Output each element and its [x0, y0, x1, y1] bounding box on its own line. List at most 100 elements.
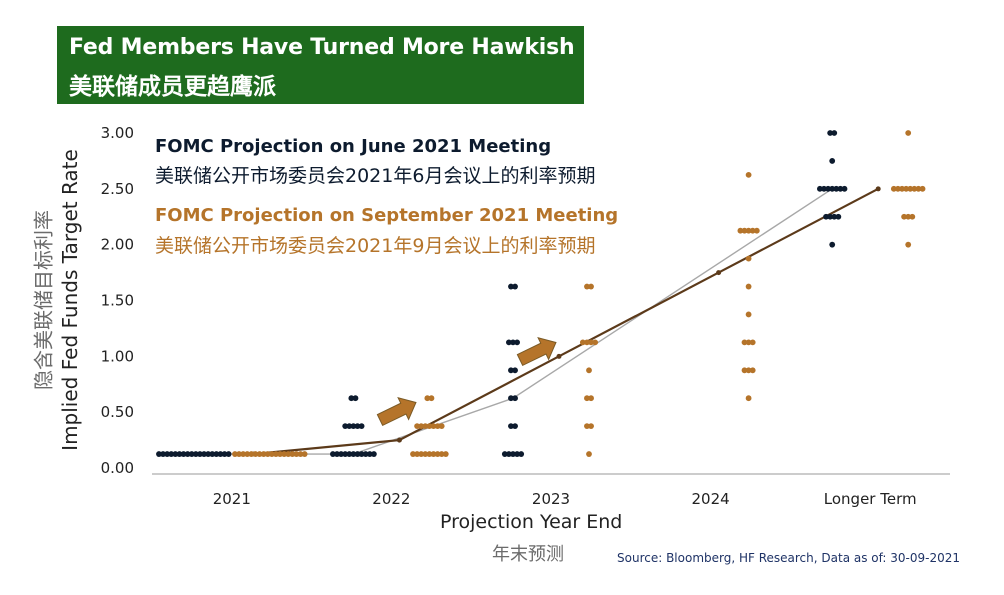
dot	[438, 423, 445, 430]
dot	[197, 451, 203, 457]
dot	[907, 185, 914, 192]
dot	[438, 451, 445, 457]
sept-median-line	[253, 187, 879, 456]
dot	[426, 451, 433, 457]
dot	[434, 451, 441, 457]
sept-median-marker	[396, 437, 402, 443]
dot	[831, 213, 838, 220]
dot	[426, 423, 433, 430]
y-tick-label: 3.00	[101, 124, 134, 142]
dot	[418, 423, 425, 430]
dot	[201, 451, 207, 457]
dot	[422, 423, 429, 430]
dot	[156, 451, 162, 457]
dot	[745, 227, 752, 234]
dot	[745, 367, 752, 374]
dot	[277, 451, 283, 457]
dot	[829, 185, 836, 192]
dots	[156, 130, 926, 457]
dot	[510, 339, 516, 346]
dot	[348, 395, 355, 402]
dot	[172, 451, 179, 457]
dot	[188, 451, 195, 457]
dot	[745, 283, 752, 290]
dot	[512, 367, 518, 374]
y-axis-label-english: Implied Fed Funds Target Rate	[58, 149, 82, 451]
legend-text: FOMC Projection on September 2021 Meetin…	[155, 205, 618, 226]
dot	[428, 395, 435, 402]
sept-median-marker	[716, 270, 722, 276]
x-tick-label: 2021	[213, 490, 251, 508]
dot	[160, 451, 166, 457]
dot	[260, 451, 267, 457]
dot	[285, 451, 292, 457]
dot	[837, 185, 844, 192]
dot	[512, 283, 518, 290]
dot	[354, 451, 361, 457]
dot	[213, 451, 220, 457]
dot	[248, 451, 255, 457]
dot	[584, 423, 590, 430]
dot	[358, 451, 365, 457]
dot	[273, 451, 279, 457]
dot	[737, 227, 744, 234]
y-tick-label: 2.00	[101, 236, 134, 254]
dot	[501, 451, 508, 457]
dot	[745, 339, 752, 346]
dot	[741, 339, 748, 346]
dot	[584, 395, 590, 402]
dot	[240, 451, 247, 457]
dot	[366, 451, 373, 457]
dot	[510, 451, 516, 457]
y-tick-label: 1.00	[101, 347, 134, 365]
y-axis-label-chinese: 隐含美联储目标利率	[31, 210, 56, 390]
dot	[905, 241, 912, 248]
dot	[829, 241, 836, 248]
dot	[192, 451, 199, 457]
dot	[371, 451, 377, 457]
dot	[506, 339, 512, 346]
dot	[741, 227, 748, 234]
dot	[833, 185, 840, 192]
x-tick-label: 2022	[372, 490, 410, 508]
dot	[346, 423, 353, 430]
dot	[225, 451, 232, 457]
y-tick-label: 0.00	[101, 459, 134, 477]
dot	[352, 395, 359, 402]
title-chinese: 美联储成员更趋鹰派	[69, 74, 276, 100]
dot	[514, 451, 520, 457]
dot	[919, 185, 926, 192]
dot	[584, 339, 590, 346]
dot	[827, 130, 834, 136]
dot	[518, 451, 525, 457]
dot	[422, 451, 429, 457]
dot	[180, 451, 187, 457]
x-axis-label-english: Projection Year End	[440, 511, 623, 533]
dot	[256, 451, 263, 457]
dot	[905, 213, 912, 220]
dot	[281, 451, 288, 457]
dot	[506, 451, 512, 457]
source-note: Source: Bloomberg, HF Research, Data as …	[617, 551, 961, 565]
dot	[821, 185, 827, 192]
dot	[414, 423, 420, 430]
arrow-2023	[516, 337, 557, 367]
dot	[909, 213, 916, 220]
dot	[362, 451, 369, 457]
dot	[410, 451, 416, 457]
dot	[418, 451, 425, 457]
arrows	[376, 337, 557, 427]
median-lines	[193, 186, 881, 457]
dot	[330, 451, 336, 457]
dot	[749, 339, 756, 346]
dot	[512, 395, 518, 402]
dot	[297, 451, 304, 457]
dot	[442, 451, 449, 457]
dot	[414, 451, 420, 457]
dot	[264, 451, 271, 457]
dot	[508, 367, 514, 374]
dot	[586, 451, 592, 457]
title-english: Fed Members Have Turned More Hawkish	[69, 35, 575, 60]
dot	[346, 451, 353, 457]
dot	[749, 227, 756, 234]
